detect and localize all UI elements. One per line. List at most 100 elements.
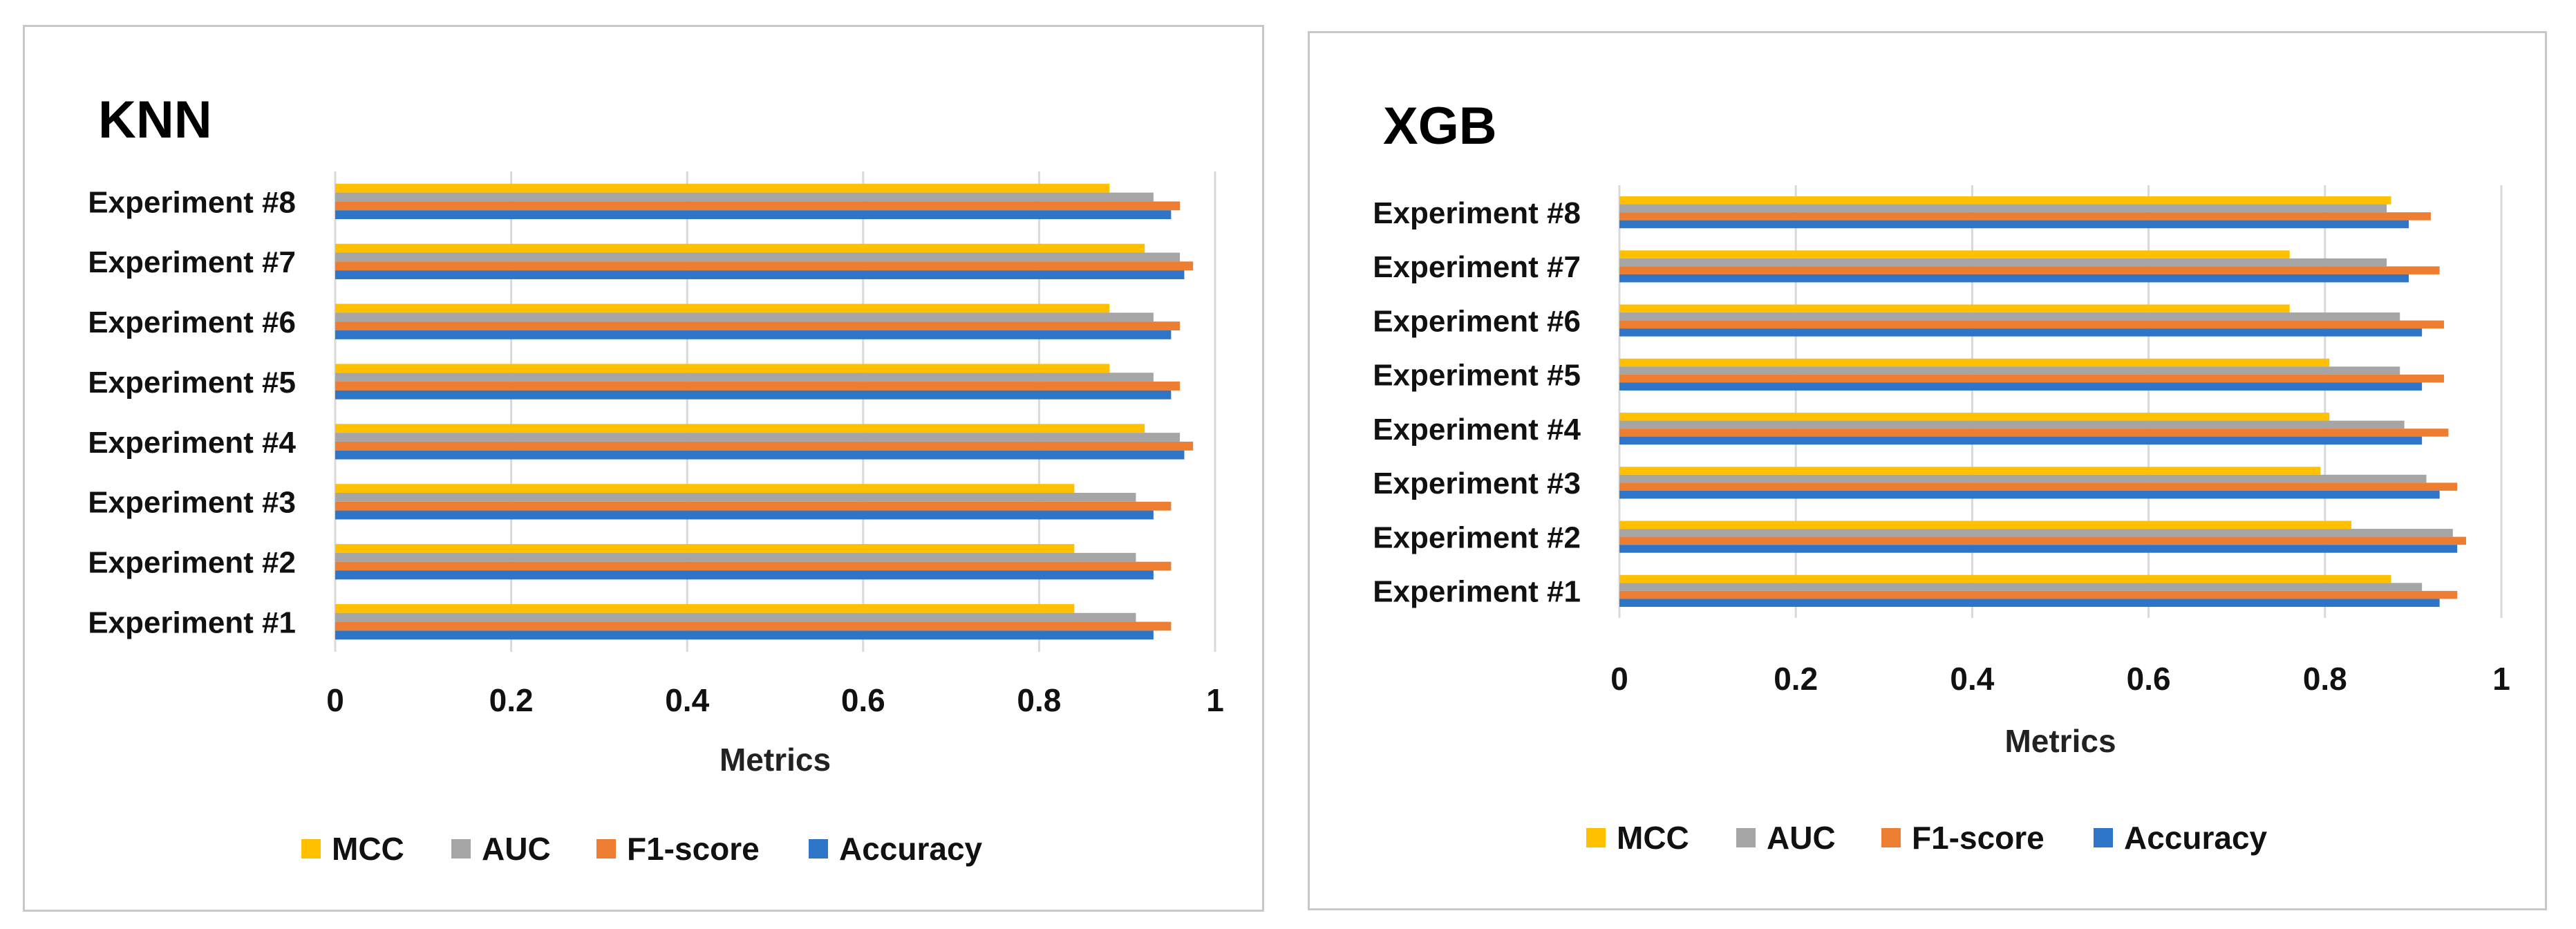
x-tick-label: 0.6 — [841, 682, 885, 718]
chart-title: XGB — [1383, 97, 1497, 156]
bar-auc — [1619, 204, 2387, 213]
bar-accuracy — [335, 330, 1172, 339]
x-tick-label: 0.4 — [1950, 661, 1994, 697]
bar-f1-score — [1619, 374, 2445, 383]
bar-f1-score — [335, 261, 1194, 271]
x-tick-label: 0.4 — [665, 682, 709, 718]
bar-accuracy — [1619, 436, 2423, 445]
bar-auc — [1619, 312, 2400, 321]
category-label: Experiment #6 — [88, 306, 296, 339]
bar-auc — [1619, 366, 2400, 375]
bar-f1-score — [1619, 536, 2466, 545]
category-label: Experiment #2 — [88, 546, 296, 580]
bar-auc — [335, 252, 1181, 262]
bar-mcc — [1619, 520, 2352, 529]
x-tick-label: 0 — [326, 682, 344, 718]
category-label: Experiment #4 — [88, 426, 296, 460]
x-axis-label: Metrics — [2004, 723, 2116, 759]
category-label: Experiment #8 — [1373, 196, 1581, 230]
xgb-chart: XGB 0 0.2 0.4 0.6 0.8 1 Experiment #1 Experiment… — [1373, 97, 2510, 856]
bar-accuracy — [1619, 220, 2409, 229]
bar-mcc — [1619, 467, 2321, 475]
legend-swatch — [1586, 828, 1606, 847]
category-label: Experiment #7 — [88, 245, 296, 279]
bar-mcc — [1619, 304, 2290, 313]
legend-label: AUC — [482, 831, 551, 867]
bar-accuracy — [335, 210, 1172, 220]
bar-auc — [1619, 258, 2387, 267]
x-tick-label: 0.2 — [489, 682, 534, 718]
knn-chart: KNN 0 0.2 0.4 0.6 0.8 1 Experiment #1 Experiment… — [88, 91, 1224, 867]
bar-mcc — [335, 303, 1110, 313]
x-tick-label: 0.8 — [2303, 661, 2347, 697]
chart-title: KNN — [98, 91, 212, 149]
category-label: Experiment #5 — [1373, 359, 1581, 393]
category-label: Experiment #5 — [88, 366, 296, 400]
category-label: Experiment #1 — [88, 606, 296, 639]
category-label: Experiment #8 — [88, 185, 296, 219]
bar-mcc — [335, 544, 1075, 553]
bar-accuracy — [335, 630, 1154, 640]
bar-accuracy — [1619, 490, 2440, 499]
bar-auc — [335, 373, 1154, 382]
legend-label: F1-score — [627, 831, 760, 867]
bar-f1-score — [335, 321, 1181, 331]
x-tick-label: 0.6 — [2127, 661, 2171, 697]
x-axis-label: Metrics — [720, 742, 831, 778]
bar-accuracy — [335, 570, 1154, 580]
bar-auc — [1619, 474, 2427, 483]
x-tick-label: 1 — [2492, 661, 2510, 697]
bar-f1-score — [1619, 266, 2440, 274]
legend-label: MCC — [332, 831, 404, 867]
bar-mcc — [1619, 574, 2391, 583]
knn-chart-panel: KNN 0 0.2 0.4 0.6 0.8 1 Experiment #1 Experiment… — [23, 25, 1264, 912]
xgb-chart-panel: XGB 0 0.2 0.4 0.6 0.8 1 Experiment #1 Experiment… — [1308, 31, 2547, 910]
category-label: Experiment #7 — [1373, 250, 1581, 284]
bar-mcc — [1619, 196, 2391, 205]
legend-label: MCC — [1617, 820, 1689, 856]
category-label: Experiment #3 — [88, 486, 296, 520]
bar-f1-score — [335, 501, 1172, 511]
legend-swatch — [2094, 828, 2113, 847]
bar-mcc — [335, 603, 1075, 613]
bar-mcc — [335, 364, 1110, 373]
bar-auc — [1619, 583, 2423, 591]
bar-accuracy — [1619, 545, 2458, 553]
category-label: Experiment #3 — [1373, 467, 1581, 500]
bar-auc — [1619, 420, 2405, 429]
bar-auc — [335, 552, 1136, 562]
x-tick-label: 0.8 — [1017, 682, 1061, 718]
bar-mcc — [335, 424, 1145, 433]
bar-accuracy — [1619, 599, 2440, 607]
category-label: Experiment #2 — [1373, 520, 1581, 554]
bar-f1-score — [335, 561, 1172, 571]
bar-f1-score — [335, 621, 1172, 631]
bar-mcc — [1619, 358, 2330, 367]
bar-mcc — [335, 243, 1145, 253]
legend-label: Accuracy — [839, 831, 983, 867]
bar-f1-score — [1619, 590, 2458, 599]
bar-f1-score — [1619, 429, 2449, 437]
legend-swatch — [809, 839, 828, 858]
bar-auc — [335, 433, 1181, 442]
legend-swatch — [451, 839, 471, 858]
bar-mcc — [335, 484, 1075, 493]
category-label: Experiment #6 — [1373, 304, 1581, 338]
legend-swatch — [596, 839, 616, 858]
legend-label: Accuracy — [2124, 820, 2268, 856]
bar-accuracy — [335, 270, 1185, 279]
bar-auc — [335, 492, 1136, 502]
legend-swatch — [1881, 828, 1901, 847]
bar-auc — [335, 612, 1136, 622]
bar-f1-score — [1619, 482, 2458, 491]
bar-mcc — [1619, 250, 2290, 259]
bar-accuracy — [1619, 328, 2423, 337]
bar-accuracy — [1619, 274, 2409, 283]
legend-label: F1-score — [1912, 820, 2044, 856]
bar-f1-score — [335, 441, 1194, 451]
legend-label: AUC — [1767, 820, 1836, 856]
x-tick-label: 1 — [1206, 682, 1224, 718]
bar-accuracy — [335, 510, 1154, 520]
bar-mcc — [335, 183, 1110, 193]
legend-swatch — [301, 839, 321, 858]
